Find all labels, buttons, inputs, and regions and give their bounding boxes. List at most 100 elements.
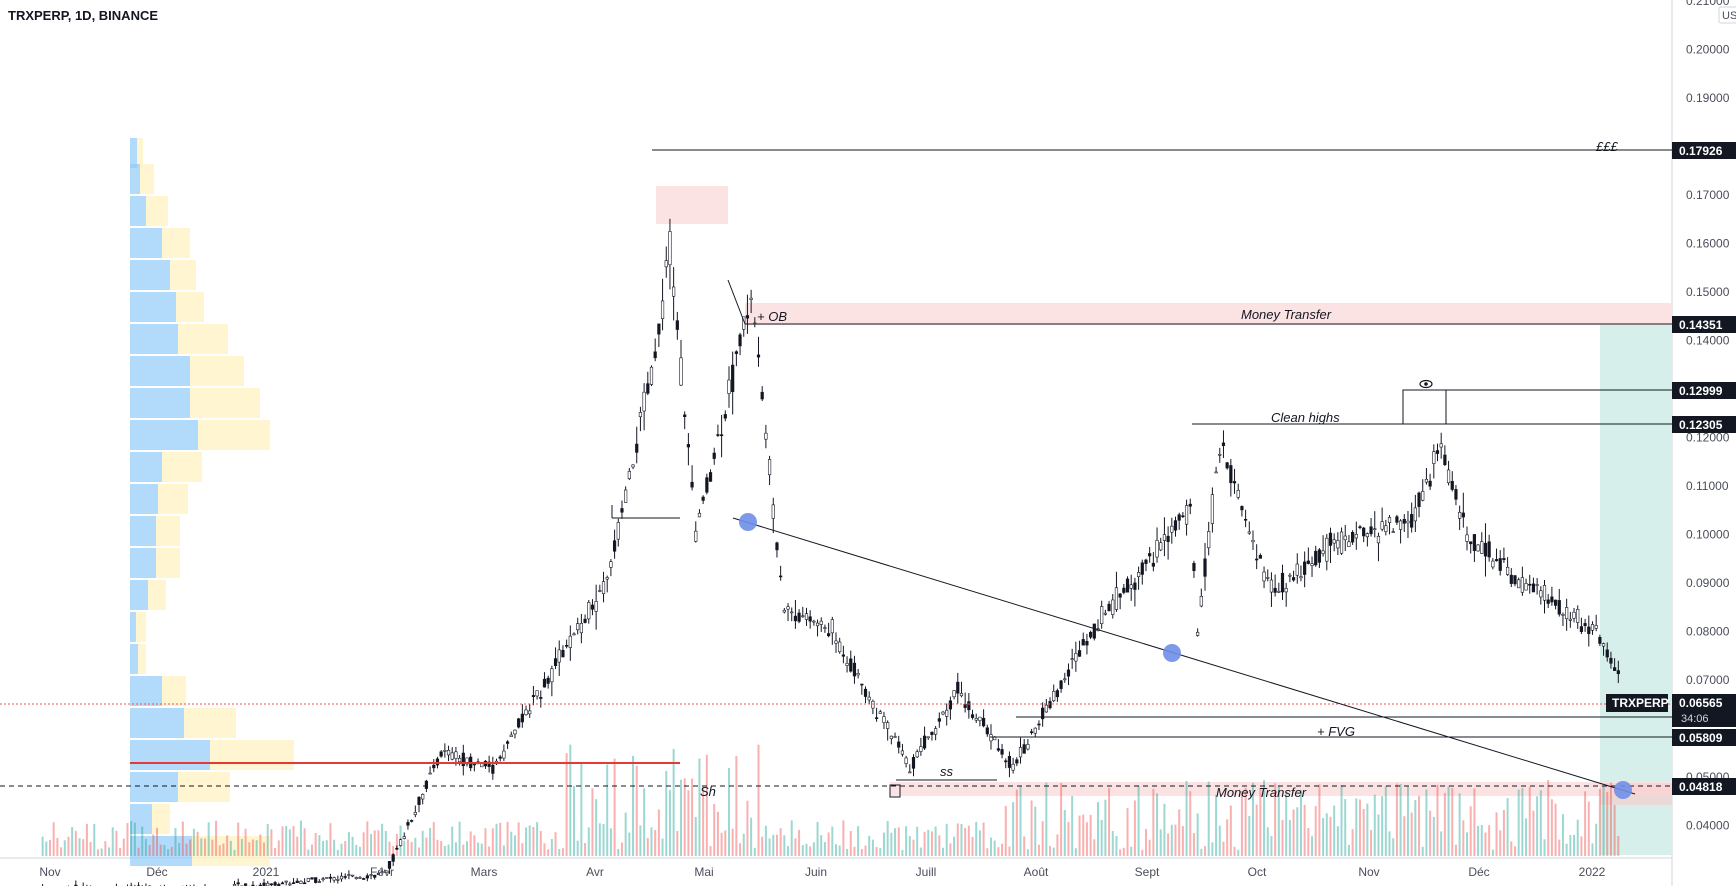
candle-body: [557, 649, 561, 663]
candle-body: [683, 414, 687, 417]
volume-bar: [56, 837, 59, 856]
volume-bar: [299, 820, 302, 856]
candle-body: [1063, 678, 1067, 681]
candle-body: [823, 627, 827, 629]
volume-bar: [654, 830, 657, 856]
volume-bar: [657, 809, 660, 856]
candle-body: [1214, 471, 1218, 474]
candle-body: [1103, 612, 1107, 615]
currency-box[interactable]: [1718, 6, 1736, 24]
volume-bar: [480, 843, 483, 856]
candle-body: [1609, 657, 1613, 664]
candle-body: [672, 286, 676, 297]
candle-body: [1336, 540, 1340, 549]
clean-highs-box[interactable]: [1402, 389, 1447, 425]
candle-body: [1303, 561, 1307, 575]
candle-body: [428, 772, 432, 775]
time-tick-label: Déc: [1468, 865, 1489, 879]
candle-body: [1089, 631, 1093, 638]
volume-bar: [1049, 845, 1052, 856]
candle-body: [454, 751, 458, 759]
volume-bar: [1561, 814, 1564, 856]
volume-bar: [510, 831, 513, 856]
volume-bar: [1528, 787, 1531, 856]
volume-bar: [739, 843, 742, 856]
candle-body: [1579, 626, 1584, 632]
candle-body: [1192, 562, 1196, 571]
volume-bar: [650, 827, 653, 856]
trendline-anchor-3[interactable]: [1614, 781, 1632, 799]
volume-bar: [1436, 784, 1439, 856]
volume-bar: [74, 830, 77, 856]
candle-body: [1432, 451, 1436, 464]
candle-body: [299, 880, 303, 884]
trendline-anchor-2[interactable]: [1163, 644, 1181, 662]
volume-bar: [1266, 827, 1269, 856]
volume-bar: [502, 845, 505, 856]
candle-body: [531, 695, 536, 698]
candle-body: [517, 718, 521, 728]
volume-bar: [447, 844, 450, 856]
volume-bar: [174, 828, 177, 856]
candle-body: [786, 606, 790, 610]
profile-bar-down: [146, 196, 168, 226]
profile-bar-up: [130, 388, 190, 418]
candle-body: [638, 412, 643, 418]
candle-body: [1055, 690, 1060, 698]
volume-bar: [905, 826, 908, 856]
candle-body: [1207, 531, 1211, 549]
volume-bar: [1403, 816, 1406, 856]
volume-bar: [835, 844, 837, 856]
volume-bar: [960, 823, 963, 856]
volume-bar: [499, 822, 502, 856]
candle-body: [262, 882, 266, 886]
price-tick-label: 0.19000: [1686, 91, 1730, 105]
volume-bar: [418, 847, 421, 856]
volume-bar: [1089, 814, 1092, 856]
volume-bar: [842, 820, 845, 856]
candle-body: [1092, 623, 1096, 639]
chart-symbol-title: TRXPERP, 1D, BINANCE: [8, 8, 159, 23]
target-zone: [1600, 325, 1672, 855]
volume-bar: [1281, 819, 1284, 856]
candle-body: [1539, 590, 1543, 598]
volume-bar: [329, 823, 332, 856]
volume-bar: [1366, 803, 1369, 856]
candle-body: [1173, 520, 1178, 531]
volume-bar: [45, 841, 48, 856]
volume-bar: [1211, 842, 1214, 856]
volume-bar: [1137, 785, 1140, 856]
candle-body: [579, 623, 583, 634]
candle-body: [1446, 469, 1451, 484]
candle-body: [1151, 562, 1155, 567]
time-tick-label: Sept: [1135, 865, 1160, 879]
volume-bar: [108, 847, 111, 856]
candle-body: [668, 231, 672, 266]
volume-bar: [1591, 843, 1594, 856]
candle-body: [1506, 566, 1510, 575]
volume-bar: [620, 842, 623, 856]
trendline[interactable]: [732, 517, 1636, 795]
candle-body: [978, 716, 982, 721]
volume-bar: [1336, 826, 1339, 856]
candle-body: [886, 722, 890, 729]
candle-body: [1085, 641, 1089, 646]
time-axis[interactable]: Nov Déc 2021 Févr Mars Avr Mai Juin Juill Août Sep…: [39, 865, 1605, 879]
time-tick-label: Juin: [805, 865, 827, 879]
volume-bar: [484, 828, 487, 856]
candle-body: [838, 641, 842, 653]
candle-body: [1546, 599, 1550, 604]
trendline-anchor-1[interactable]: [739, 513, 757, 531]
candle-body: [1011, 763, 1015, 771]
volume-bar: [1299, 790, 1302, 856]
time-tick-label: Mai: [694, 865, 713, 879]
volume-bar: [1288, 820, 1291, 856]
volume-bar: [351, 836, 354, 856]
volume-bar: [1303, 804, 1306, 856]
candle-body: [1044, 704, 1048, 713]
volume-bar: [1536, 796, 1539, 856]
candle-body: [664, 260, 668, 268]
volume-bar: [281, 826, 284, 856]
volume-bar: [794, 838, 797, 856]
